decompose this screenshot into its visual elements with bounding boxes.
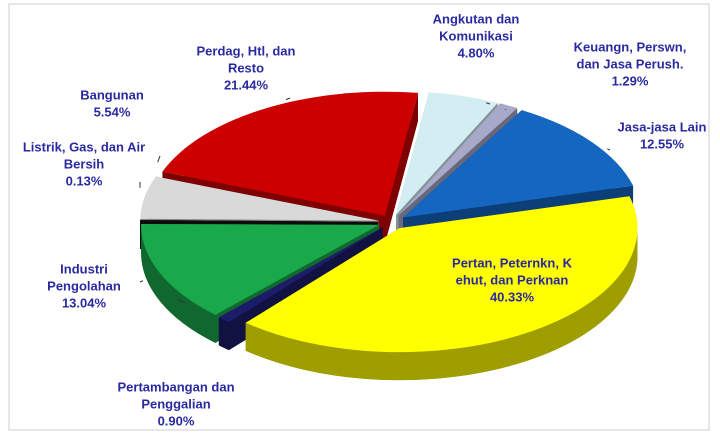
- leader-line: [139, 280, 144, 283]
- slice-label: Komunikasi: [439, 28, 513, 43]
- slice: [141, 223, 380, 315]
- slice-value-label: 12.55%: [640, 136, 685, 151]
- leader-line: [285, 97, 291, 101]
- slice: [245, 196, 638, 353]
- slice-label: Listrik, Gas, dan Air: [23, 139, 145, 154]
- slice-value-label: 4.80%: [458, 45, 495, 60]
- slice-label: Bangunan: [80, 87, 144, 102]
- slice-label: ehut, dan Perknan: [456, 272, 569, 287]
- slice: [140, 219, 378, 222]
- slice-value-label: 0.13%: [66, 173, 103, 188]
- slice-label: Pertambangan dan: [117, 379, 234, 394]
- slice-label: Pertan, Peternkn, K: [452, 255, 573, 270]
- slice-label: Jasa-jasa Lain: [618, 119, 707, 134]
- slice-label: Bersih: [64, 156, 105, 171]
- slice-label: Perdag, Htl, dan: [197, 43, 296, 58]
- slice-value-label: 1.29%: [612, 73, 649, 88]
- slice-label: Angkutan dan: [433, 11, 520, 26]
- slice-value-label: 21.44%: [224, 77, 269, 92]
- slice: [396, 92, 498, 216]
- slice: [162, 91, 418, 216]
- slice-outer-wall: [218, 317, 229, 351]
- slice-label: Resto: [228, 60, 264, 75]
- slice-outer-wall: [245, 228, 638, 381]
- slice: [218, 227, 383, 323]
- leader-line: [485, 102, 491, 105]
- slice-value-label: 0.90%: [158, 413, 195, 428]
- slice: [403, 110, 634, 218]
- slice-value-label: 40.33%: [490, 289, 535, 304]
- leader-line: [607, 148, 611, 151]
- leader-line: [504, 109, 506, 111]
- slice-label: Penggalian: [141, 396, 210, 411]
- leader-line: [177, 299, 186, 304]
- slice-label: Industri: [60, 261, 108, 276]
- slice-radial-wall: [384, 92, 418, 244]
- slice-label: Keuangn, Perswn,: [574, 39, 687, 54]
- slice-outer-wall: [141, 224, 216, 343]
- slice-value-label: 13.04%: [62, 295, 107, 310]
- leader-line: [157, 155, 161, 163]
- slice-label: Pengolahan: [47, 278, 121, 293]
- frame: [8, 3, 710, 431]
- slice: [140, 176, 379, 221]
- slice-label: dan Jasa Perush.: [577, 56, 684, 71]
- slice: [398, 103, 518, 216]
- slice-value-label: 5.54%: [94, 104, 131, 119]
